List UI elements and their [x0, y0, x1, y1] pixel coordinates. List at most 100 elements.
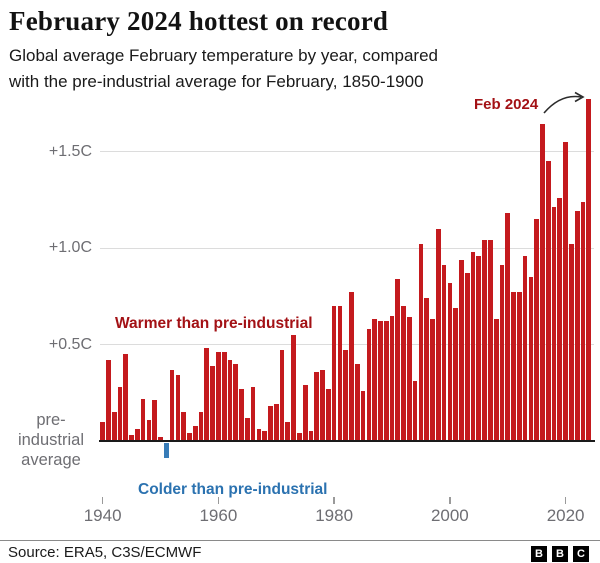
- bar-1988: [378, 321, 383, 441]
- bar-2014: [528, 276, 534, 441]
- bar-1941: [106, 359, 111, 441]
- bar-1943: [117, 386, 123, 441]
- bar-1949: [152, 400, 158, 441]
- bar-1971: [279, 350, 285, 441]
- bar-1979: [325, 388, 331, 441]
- bar-1952: [169, 369, 175, 441]
- bar-1945: [129, 435, 134, 441]
- zero-axis-label-line1: pre-: [36, 411, 66, 429]
- bar-1991: [395, 278, 401, 441]
- bar-1996: [424, 298, 430, 441]
- bar-1989: [383, 321, 389, 441]
- gridline-+1.5C: [100, 151, 594, 152]
- bar-1985: [360, 390, 366, 441]
- bar-1963: [233, 363, 239, 441]
- bar-2004: [470, 251, 476, 441]
- bar-1948: [146, 419, 152, 441]
- bar-2007: [488, 240, 493, 441]
- bar-1953: [175, 375, 181, 441]
- zero-axis-label-line3: average: [21, 451, 81, 469]
- annotation-arrow-icon: [543, 91, 585, 114]
- bar-1962: [227, 359, 233, 441]
- x-axis-label-1960: 1960: [199, 506, 238, 525]
- bar-1950: [158, 437, 163, 441]
- bar-1990: [389, 315, 395, 441]
- bbc-logo-letter-b1: B: [531, 546, 547, 562]
- bar-1982: [343, 350, 349, 441]
- bar-1999: [441, 265, 447, 441]
- x-tick-2000: [449, 497, 451, 504]
- bar-1958: [204, 348, 210, 441]
- x-tick-1940: [101, 497, 104, 504]
- bar-1995: [418, 244, 424, 441]
- bar-2001: [453, 307, 458, 441]
- bar-1944: [123, 354, 129, 441]
- bar-1983: [349, 292, 354, 441]
- zero-baseline: [99, 439, 595, 443]
- bar-1994: [412, 381, 418, 441]
- bar-2006: [482, 240, 487, 441]
- bar-1967: [256, 429, 262, 441]
- bar-1969: [268, 406, 273, 441]
- bar-2024: [586, 99, 592, 441]
- bar-1968: [262, 431, 268, 441]
- bar-1954: [181, 412, 186, 441]
- bar-1960: [216, 352, 221, 441]
- bar-1956: [192, 425, 198, 441]
- y-axis-label-+1.5C: +1.5C: [48, 142, 92, 160]
- bar-2020: [563, 141, 568, 441]
- bar-1984: [354, 363, 360, 441]
- bar-1961: [221, 352, 227, 441]
- feb-2024-annotation: Feb 2024: [474, 96, 539, 113]
- bar-1976: [308, 431, 314, 441]
- bar-2011: [511, 292, 516, 441]
- bar-1997: [430, 319, 435, 441]
- bar-1946: [135, 429, 140, 441]
- x-axis-label-1980: 1980: [315, 506, 354, 525]
- bar-1966: [250, 386, 256, 441]
- bar-2023: [580, 201, 586, 441]
- bar-1980: [331, 305, 337, 441]
- bar-1942: [111, 412, 117, 441]
- bar-1972: [285, 421, 291, 441]
- bar-1975: [302, 385, 308, 441]
- bar-2000: [447, 282, 453, 441]
- bar-1973: [291, 334, 296, 441]
- bar-1951: [163, 442, 169, 459]
- bar-2012: [516, 292, 522, 441]
- page-title: February 2024 hottest on record: [9, 6, 389, 36]
- bar-2005: [476, 255, 482, 441]
- bar-2022: [574, 211, 580, 441]
- gridline-+1.0C: [100, 247, 594, 249]
- bar-1977: [314, 371, 320, 441]
- chart-subtitle-line1: Global average February temperature by y…: [9, 46, 439, 65]
- y-axis-label-+1.0C: +1.0C: [48, 239, 92, 256]
- zero-axis-label-line2: industrial: [17, 431, 85, 449]
- bar-1993: [407, 317, 412, 441]
- bar-1947: [140, 398, 146, 441]
- colder-annotation: Colder than pre-industrial: [138, 481, 328, 498]
- bar-1981: [337, 305, 343, 441]
- bar-2008: [493, 319, 499, 441]
- bar-1978: [320, 369, 325, 441]
- bar-2019: [557, 197, 563, 441]
- warmer-annotation: Warmer than pre-industrial: [115, 315, 313, 332]
- x-tick-2020: [564, 497, 567, 504]
- bbc-logo-letter-b2: B: [552, 546, 568, 562]
- bar-1965: [244, 417, 250, 441]
- bar-1992: [401, 305, 406, 441]
- bar-1957: [198, 412, 204, 441]
- bar-2009: [499, 265, 505, 441]
- bar-2003: [464, 273, 470, 441]
- zero-axis-label: pre- industrial average: [0, 410, 102, 470]
- bar-2018: [551, 207, 557, 441]
- chart-subtitle-line2: with the pre-industrial average for Febr…: [9, 72, 424, 91]
- bar-1959: [210, 365, 215, 441]
- bar-1974: [297, 433, 302, 441]
- bar-2017: [545, 161, 551, 441]
- bar-1964: [239, 388, 244, 441]
- x-tick-1960: [217, 497, 220, 504]
- x-axis-label-2000: 2000: [430, 506, 469, 525]
- bbc-logo-letter-c: C: [573, 546, 589, 562]
